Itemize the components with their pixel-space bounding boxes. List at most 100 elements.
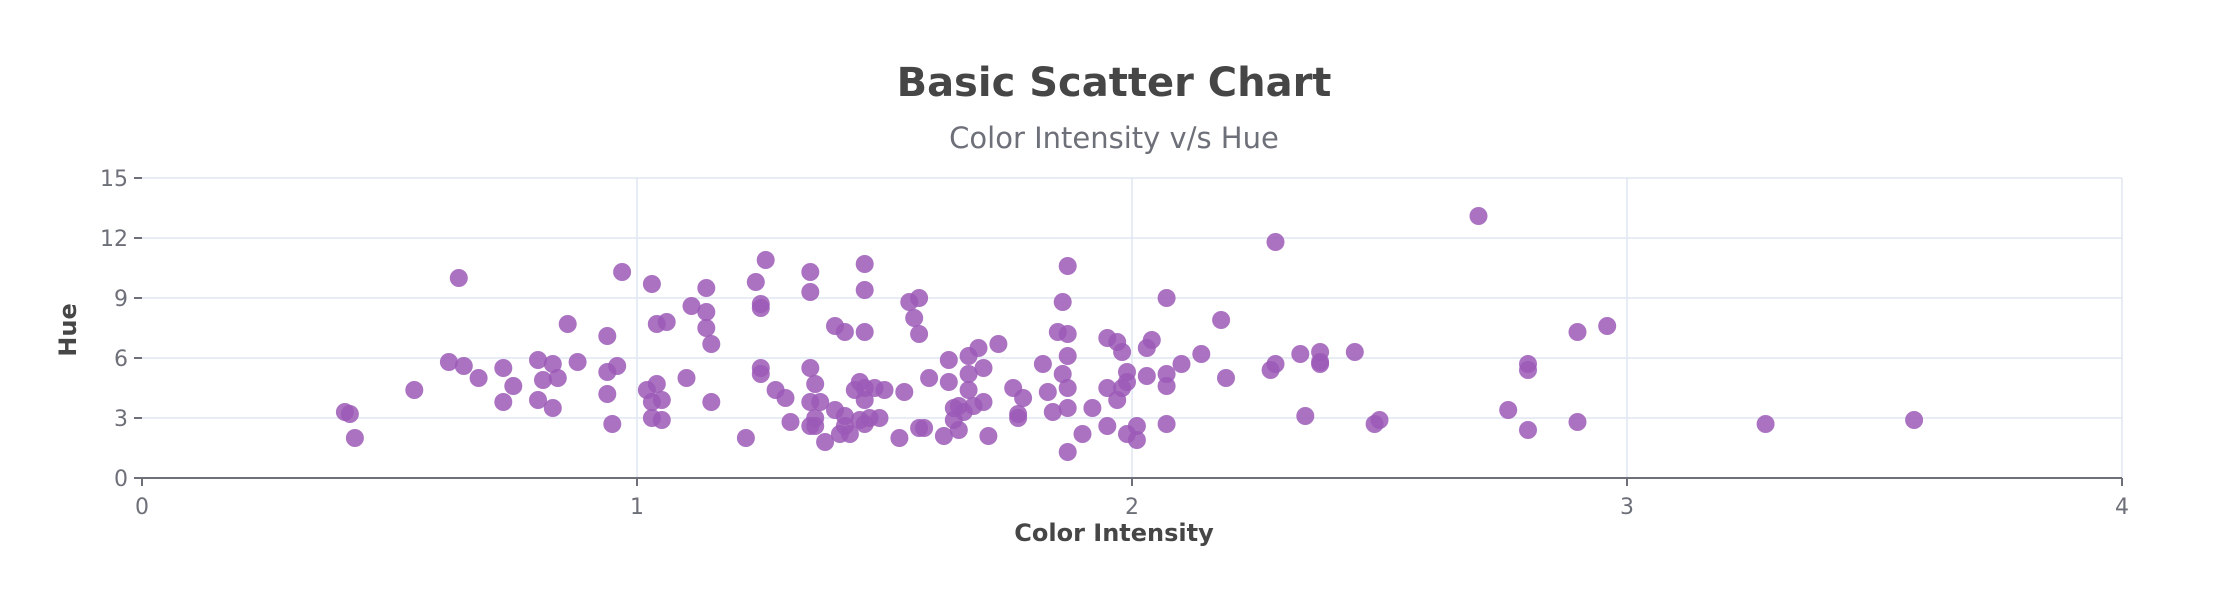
data-point: [840, 425, 859, 443]
data-point: [806, 417, 825, 435]
data-point: [801, 283, 820, 301]
data-point: [934, 427, 953, 445]
data-point: [1296, 407, 1315, 425]
data-point: [1058, 399, 1077, 417]
data-point: [1127, 417, 1146, 435]
data-point: [682, 297, 701, 315]
data-point: [974, 359, 993, 377]
data-point: [702, 335, 721, 353]
data-point: [598, 385, 617, 403]
data-point: [1098, 417, 1117, 435]
data-point: [969, 339, 988, 357]
data-point: [855, 323, 874, 341]
data-point: [677, 369, 696, 387]
data-point: [1157, 289, 1176, 307]
data-point: [469, 369, 488, 387]
x-tick-label: 0: [135, 495, 149, 520]
grid-lines: [142, 177, 2123, 478]
data-point: [1137, 367, 1156, 385]
data-point: [1058, 325, 1077, 343]
data-point: [959, 381, 978, 399]
chart-subtitle: Color Intensity v/s Hue: [949, 121, 1279, 155]
data-point: [598, 327, 617, 345]
data-point: [855, 255, 874, 273]
data-point: [1157, 415, 1176, 433]
data-point: [959, 365, 978, 383]
data-point: [1499, 401, 1518, 419]
data-point: [1756, 415, 1775, 433]
data-point: [603, 415, 622, 433]
axes: [134, 177, 2123, 486]
data-point: [915, 419, 934, 437]
data-point: [905, 309, 924, 327]
y-axis-label: Hue: [54, 303, 82, 356]
data-point: [1014, 389, 1033, 407]
data-point: [949, 421, 968, 439]
x-axis-label: Color Intensity: [1014, 519, 1214, 547]
data-point: [1266, 355, 1285, 373]
data-point: [1098, 379, 1117, 397]
data-point: [1370, 411, 1389, 429]
data-point: [697, 319, 716, 337]
y-tick-label: 3: [114, 407, 128, 432]
data-point: [1127, 431, 1146, 449]
data-point: [1311, 355, 1330, 373]
data-point: [811, 393, 830, 411]
data-point: [543, 355, 562, 373]
data-point: [494, 393, 513, 411]
data-point: [939, 373, 958, 391]
data-point: [1568, 323, 1587, 341]
x-tick-label: 3: [1620, 495, 1634, 520]
data-point: [1053, 293, 1072, 311]
data-point: [504, 377, 523, 395]
data-point: [529, 391, 547, 409]
data-point: [345, 429, 364, 447]
data-point: [1469, 207, 1488, 225]
data-point: [613, 263, 632, 281]
data-point: [1118, 373, 1136, 391]
data-point: [816, 433, 835, 451]
data-point: [855, 391, 874, 409]
data-point: [1519, 361, 1537, 379]
data-point: [534, 371, 552, 389]
data-point: [1053, 365, 1072, 383]
data-points: [335, 207, 1924, 461]
data-point: [652, 411, 671, 429]
data-point: [1598, 317, 1617, 335]
data-point: [1073, 425, 1092, 443]
data-point: [1157, 377, 1176, 395]
data-point: [1058, 347, 1077, 365]
x-tick-label: 1: [630, 495, 644, 520]
data-point: [989, 335, 1008, 353]
data-point: [835, 323, 854, 341]
data-point: [801, 263, 820, 281]
data-point: [736, 429, 755, 447]
x-tick-label: 4: [2115, 495, 2129, 520]
y-tick-label: 15: [100, 167, 128, 192]
data-point: [1058, 257, 1077, 275]
data-point: [910, 325, 929, 343]
data-point: [910, 289, 929, 307]
data-point: [776, 389, 795, 407]
data-point: [1519, 421, 1537, 439]
data-point: [781, 413, 800, 431]
data-point: [890, 429, 909, 447]
data-point: [1217, 369, 1235, 387]
data-point: [608, 357, 627, 375]
data-point: [801, 359, 820, 377]
data-point: [751, 365, 770, 383]
data-point: [939, 351, 958, 369]
data-point: [855, 281, 874, 299]
data-point: [979, 427, 998, 445]
data-point: [1043, 403, 1062, 421]
data-point: [751, 299, 770, 317]
data-point: [1083, 399, 1102, 417]
data-point: [647, 375, 666, 393]
y-tick-label: 6: [114, 347, 128, 372]
y-tick-label: 9: [114, 287, 128, 312]
data-point: [558, 315, 577, 333]
data-point: [1345, 343, 1364, 361]
data-point: [454, 357, 473, 375]
